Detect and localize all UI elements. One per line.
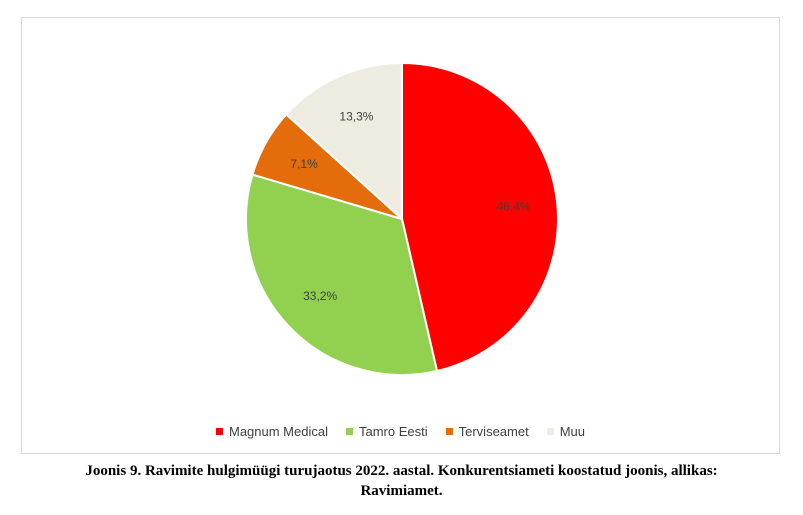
legend-swatch-magnum-medical [216, 428, 223, 435]
legend-label-tamro-eesti: Tamro Eesti [359, 424, 428, 439]
legend-item-muu: Muu [547, 424, 585, 439]
legend-label-magnum-medical: Magnum Medical [229, 424, 328, 439]
chart-frame: 46,4% 33,2% 7,1% 13,3% Magnum Medical Tamro … [21, 17, 780, 454]
caption-line-2: Ravimiamet. [0, 481, 803, 501]
chart-legend: Magnum Medical Tamro Eesti Terviseamet Muu [22, 424, 779, 439]
legend-label-terviseamet: Terviseamet [459, 424, 529, 439]
data-label-tamro-eesti: 33,2% [303, 289, 337, 303]
legend-swatch-muu [547, 428, 554, 435]
legend-item-magnum-medical: Magnum Medical [216, 424, 328, 439]
legend-swatch-tamro-eesti [346, 428, 353, 435]
data-label-terviseamet: 7,1% [290, 157, 318, 171]
legend-label-muu: Muu [560, 424, 585, 439]
data-label-magnum-medical: 46,4% [497, 199, 531, 213]
caption-line-1: Joonis 9. Ravimite hulgimüügi turujaotus… [0, 461, 803, 481]
figure-caption: Joonis 9. Ravimite hulgimüügi turujaotus… [0, 461, 803, 501]
data-label-muu: 13,3% [339, 109, 373, 123]
legend-item-terviseamet: Terviseamet [446, 424, 529, 439]
legend-item-tamro-eesti: Tamro Eesti [346, 424, 428, 439]
pie-chart: 46,4% 33,2% 7,1% 13,3% [22, 18, 779, 418]
legend-swatch-terviseamet [446, 428, 453, 435]
